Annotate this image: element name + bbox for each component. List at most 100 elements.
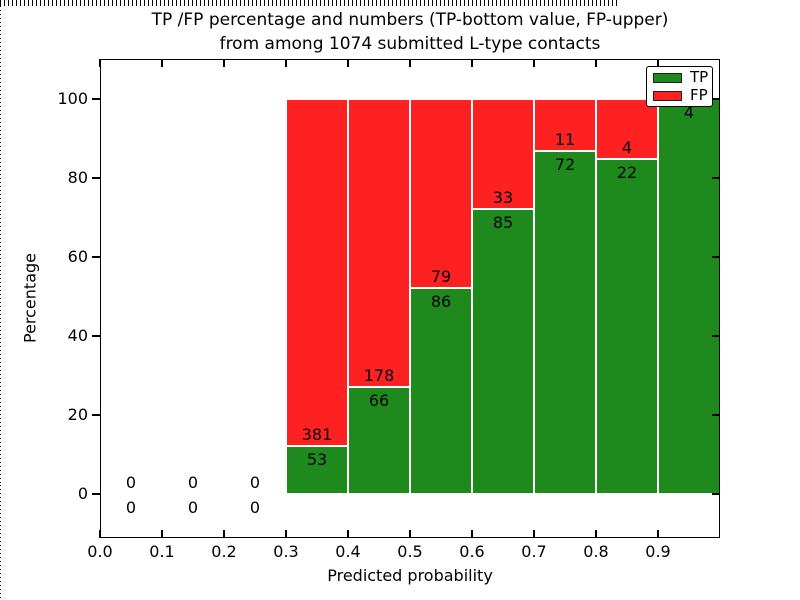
x-tick-mark — [595, 530, 597, 538]
legend-entry-label: TP — [690, 68, 709, 86]
fp-count-label: 0 — [187, 473, 199, 493]
x-tick-mark — [223, 530, 225, 538]
grid-line-horizontal — [0, 3, 620, 4]
bar-segment-fp — [348, 98, 410, 388]
bar-segment-tp — [472, 209, 534, 495]
fp-count-label: 0 — [249, 473, 261, 493]
x-tick-mark — [99, 59, 101, 67]
fp-count-label: 381 — [301, 425, 333, 445]
y-tick-mark — [92, 97, 100, 100]
grid-line-vertical — [0, 485, 1, 600]
tp-count-label: 85 — [492, 213, 514, 233]
y-tick-mark — [712, 97, 720, 100]
x-tick-mark — [285, 530, 287, 538]
grid-line-horizontal — [0, 5, 620, 6]
x-tick-mark — [471, 530, 473, 538]
y-tick-mark — [712, 414, 720, 417]
fp-count-label: 11 — [554, 130, 576, 150]
grid-line-horizontal — [0, 1, 620, 2]
grid-line-vertical — [0, 6, 1, 485]
bar-segment-fp — [472, 98, 534, 210]
bar-segment-tp — [596, 159, 658, 495]
tp-count-label: 22 — [616, 163, 638, 183]
y-tick-mark — [92, 335, 100, 338]
x-tick-label: 0.6 — [459, 542, 485, 561]
x-tick-mark — [347, 530, 349, 538]
tp-count-label: 4 — [683, 102, 695, 122]
x-tick-label: 0.3 — [273, 542, 299, 561]
x-tick-label: 0.2 — [211, 542, 237, 561]
gridlines-layer — [0, 0, 620, 600]
fp-count-label: 79 — [430, 267, 452, 287]
y-tick-mark — [712, 335, 720, 338]
tp-count-label: 0 — [125, 498, 137, 518]
bar-segment-tp — [286, 446, 348, 495]
y-tick-label: 20 — [67, 405, 88, 425]
x-tick-mark — [657, 59, 659, 67]
bar-segment-tp — [410, 288, 472, 495]
y-tick-label: 40 — [67, 326, 88, 346]
x-tick-mark — [99, 530, 101, 538]
legend-entry-label: FP — [690, 86, 708, 104]
y-tick-label: 60 — [67, 246, 88, 266]
x-tick-label: 0.9 — [645, 542, 671, 561]
y-tick-mark — [92, 255, 100, 258]
x-tick-mark — [409, 59, 411, 67]
y-tick-mark — [712, 255, 720, 258]
x-tick-label: 0.1 — [149, 542, 175, 561]
y-tick-label: 0 — [77, 484, 88, 504]
y-tick-mark — [712, 493, 720, 496]
x-tick-mark — [347, 59, 349, 67]
x-tick-mark — [409, 530, 411, 538]
y-axis-label: Percentage — [20, 252, 40, 344]
x-tick-mark — [161, 59, 163, 67]
x-tick-label: 0.0 — [87, 542, 113, 561]
grid-line-horizontal — [0, 2, 620, 3]
fp-count-label: 0 — [125, 473, 137, 493]
x-tick-label: 0.4 — [335, 542, 361, 561]
fp-count-label: 178 — [363, 366, 395, 386]
x-tick-mark — [533, 59, 535, 67]
grid-line-horizontal — [0, 4, 620, 5]
y-tick-mark — [92, 176, 100, 179]
bar-segment-fp — [596, 98, 658, 160]
y-tick-label: 100 — [57, 88, 88, 108]
x-tick-mark — [285, 59, 287, 67]
tp-legend-swatch — [653, 72, 682, 83]
bar-segment-tp — [658, 98, 720, 495]
bar-segment-fp — [286, 98, 348, 447]
y-tick-label: 80 — [67, 167, 88, 187]
grid-line-horizontal — [0, 0, 620, 1]
y-tick-mark — [712, 176, 720, 179]
fp-count-label: 4 — [621, 138, 633, 158]
x-tick-mark — [161, 530, 163, 538]
chart-title-line2: from among 1074 submitted L-type contact… — [219, 34, 601, 54]
x-tick-label: 0.5 — [397, 542, 423, 561]
tp-count-label: 0 — [249, 498, 261, 518]
y-tick-mark — [92, 493, 100, 496]
x-tick-mark — [533, 530, 535, 538]
x-tick-mark — [657, 530, 659, 538]
bar-segment-tp — [534, 151, 596, 495]
legend: TP FP — [646, 66, 713, 107]
x-tick-label: 0.8 — [583, 542, 609, 561]
bar-segment-fp — [410, 98, 472, 289]
bar-segment-tp — [348, 387, 410, 495]
legend-entry: TP — [653, 70, 712, 85]
legend-entry: FP — [653, 88, 712, 103]
chart-title-line1: TP /FP percentage and numbers (TP-bottom… — [151, 10, 669, 30]
fp-legend-swatch — [653, 90, 682, 101]
tp-count-label: 66 — [368, 391, 390, 411]
tp-count-label: 0 — [187, 498, 199, 518]
tp-count-label: 53 — [306, 450, 328, 470]
fp-count-label: 33 — [492, 188, 514, 208]
x-tick-mark — [595, 59, 597, 67]
x-tick-mark — [471, 59, 473, 67]
y-tick-mark — [92, 414, 100, 417]
x-axis-label: Predicted probability — [327, 566, 493, 585]
bar-segment-fp — [534, 98, 596, 152]
tp-count-label: 72 — [554, 155, 576, 175]
x-tick-label: 0.7 — [521, 542, 547, 561]
x-tick-mark — [223, 59, 225, 67]
